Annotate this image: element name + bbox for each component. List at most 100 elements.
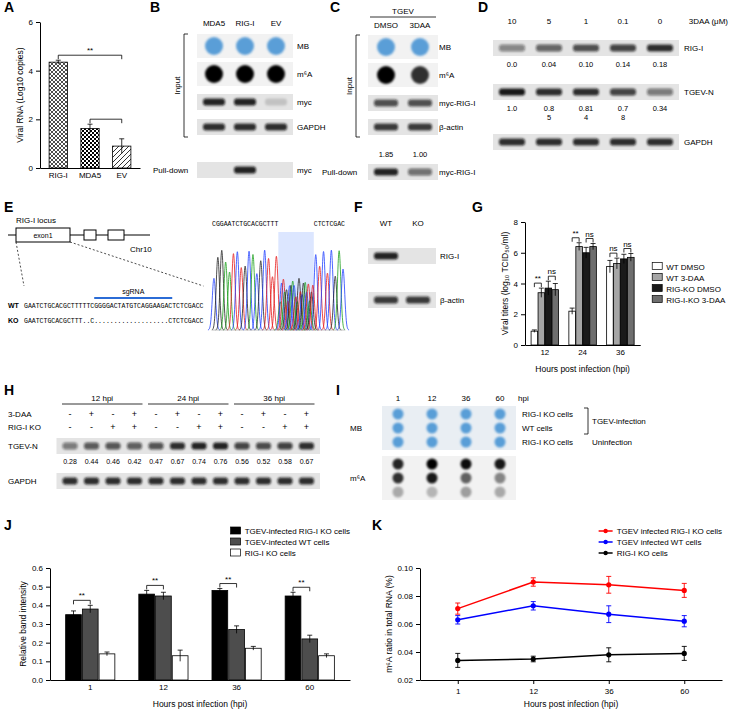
dot xyxy=(393,409,404,420)
dot xyxy=(377,38,395,56)
panel-letter: J xyxy=(4,517,12,533)
legend-item: TGEV-infected WT cells xyxy=(231,538,330,547)
dot xyxy=(427,487,438,498)
legend-label: RIG-I-KO 3-DAA xyxy=(666,296,726,305)
band xyxy=(127,443,142,450)
header: 3DAA (μM) xyxy=(689,17,729,26)
bar xyxy=(576,247,583,345)
bar xyxy=(545,288,552,345)
row-label: MB xyxy=(439,43,451,52)
y-tick: 0.0 xyxy=(32,676,50,685)
condition-label: RIG-I KO xyxy=(8,423,41,432)
trace-sequence: CTCTCGAC xyxy=(314,221,345,228)
trace-peak xyxy=(337,269,349,330)
x-tick: 36 xyxy=(616,345,625,357)
quant-label: 0.58 xyxy=(278,458,292,465)
blot-background xyxy=(57,438,321,454)
y-tick-label: 2 xyxy=(29,115,34,124)
y-tick: 6 xyxy=(514,249,525,258)
blot-background xyxy=(382,406,516,450)
series-line xyxy=(458,653,685,660)
x-tick-label: 36 xyxy=(232,683,241,692)
legend-swatch xyxy=(652,285,662,292)
blot-background xyxy=(368,119,438,135)
y-tick: 0.5 xyxy=(32,583,50,592)
y-tick-mark xyxy=(36,22,40,23)
y-axis: 0.00.10.20.30.40.50.6 xyxy=(32,564,51,685)
quant-label: 0.8 xyxy=(544,104,554,113)
dot xyxy=(427,409,438,420)
band xyxy=(149,478,164,485)
plot-marks xyxy=(455,576,687,667)
row-label: RIG-I KO cells xyxy=(522,410,573,419)
blot-background xyxy=(493,134,679,150)
significance-label: ** xyxy=(298,578,304,587)
sgrna-label: sgRNA xyxy=(122,288,145,296)
bar-chart: A0246RIG-IMDA5EV**Viral RNA (Log10 copie… xyxy=(4,0,141,180)
error-bar xyxy=(553,284,558,296)
band xyxy=(63,478,78,485)
row-label: myc-RIG-I xyxy=(439,99,475,108)
group-bracket xyxy=(356,35,360,137)
lane-label: 12 xyxy=(428,394,437,403)
band xyxy=(235,443,250,450)
quant-label: 0.28 xyxy=(63,458,77,465)
quant-label: 8 xyxy=(621,113,625,122)
condition-mark: + xyxy=(132,409,137,419)
lane-label: 10 xyxy=(508,17,517,26)
condition-mark: - xyxy=(90,422,93,432)
band xyxy=(374,124,398,131)
marker xyxy=(455,606,460,611)
x-tick-mark xyxy=(533,680,534,684)
band xyxy=(499,89,525,96)
bar xyxy=(302,639,318,680)
zoom-line xyxy=(16,242,24,286)
bar xyxy=(590,247,597,345)
significance-bracket xyxy=(293,587,310,591)
legend-item: WT DMSO xyxy=(652,263,705,272)
legend-label: RIG-I KO cells xyxy=(245,549,296,558)
trace-peak xyxy=(231,252,243,330)
legend-label: TGEV infected WT cells xyxy=(617,538,702,547)
dot xyxy=(427,459,438,470)
significance-label: ns xyxy=(585,230,593,239)
significance-label: ns xyxy=(609,244,617,253)
plot-marks xyxy=(49,60,131,168)
quant-label: 0.47 xyxy=(149,458,163,465)
trace-peak xyxy=(247,254,259,329)
significance-label: ** xyxy=(79,591,85,600)
exon-box xyxy=(84,230,96,240)
y-tick: 6 xyxy=(29,18,40,27)
legend-label: WT 3-DAA xyxy=(666,274,705,283)
bar xyxy=(621,259,628,345)
band xyxy=(84,443,99,450)
error-bar xyxy=(546,281,551,295)
blot-panel: CDMSO3DAATGEVMBm⁶Amyc-RIG-Iβ-actinInputm… xyxy=(322,0,475,180)
trace-peak xyxy=(333,251,345,330)
x-axis-line xyxy=(41,168,141,169)
error-bar xyxy=(455,603,460,614)
y-tick-label: 0.06 xyxy=(397,620,413,629)
error-bar xyxy=(531,602,536,610)
legend-swatch xyxy=(652,263,662,270)
band xyxy=(499,45,525,52)
significance-bracket xyxy=(572,238,579,242)
error-bar xyxy=(682,583,687,597)
quant-label: 0.44 xyxy=(85,458,99,465)
significance-bracket xyxy=(624,249,631,253)
bar xyxy=(66,615,82,680)
error-bar xyxy=(455,616,460,624)
band xyxy=(610,89,636,96)
dot xyxy=(495,409,506,420)
legend: TGEV-infected RIG-I KO cellsTGEV-infecte… xyxy=(231,527,350,558)
quant-label: 0.04 xyxy=(542,60,557,69)
y-tick-mark xyxy=(46,661,50,662)
x-tick-label: 1 xyxy=(456,687,461,696)
marker xyxy=(606,582,611,587)
y-tick-label: 0.3 xyxy=(32,620,44,629)
lane-label: MDA5 xyxy=(203,19,226,28)
y-axis-title: Viral titers (log₁₀ TCID₅₀/ml) xyxy=(500,231,510,335)
y-axis-line xyxy=(40,23,41,169)
x-tick: 1 xyxy=(456,680,461,696)
lane-label: DMSO xyxy=(374,21,398,30)
